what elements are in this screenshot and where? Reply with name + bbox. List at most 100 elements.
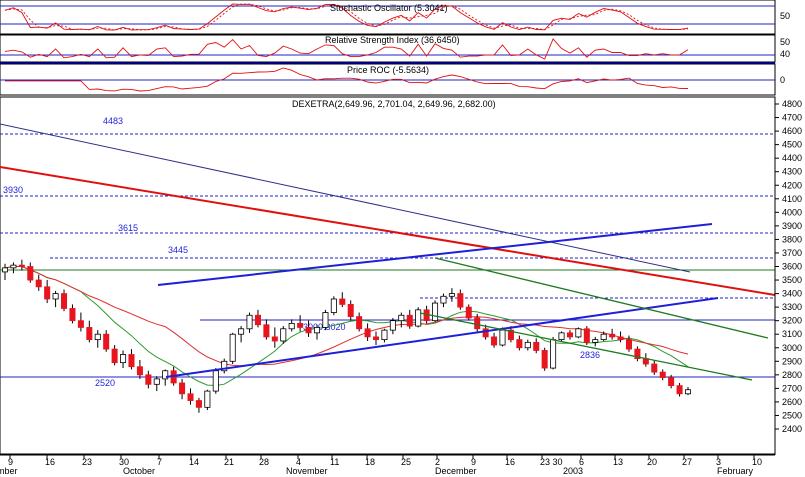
candle-body [229,333,236,362]
candle-body [305,327,312,334]
price-tick-label: 3900 [782,221,802,231]
roc-label: Price ROC (-5.5634) [347,65,429,75]
price-tick-label: 2600 [782,397,802,407]
candle-body [634,348,641,359]
rsi-tick-40: 40 [780,49,790,59]
price-tick-label: 4400 [782,153,802,163]
candle-body [35,279,42,288]
indicator-lines [4,3,689,92]
stochastic-signal-line [4,3,689,31]
roc-tick-0: 0 [780,75,785,85]
candle-body [592,339,599,343]
candle-body [499,329,506,346]
price-tick-label: 4300 [782,167,802,177]
date-tick-label: 25 [401,457,411,467]
candle-body [617,336,624,341]
candle-body [566,332,573,338]
date-tick-label: 7 [157,457,162,467]
candle-body [347,304,354,318]
level-label-3615: 3615 [118,223,138,233]
date-tick-label: 14 [189,457,199,467]
level-label-2836: 2836 [580,350,600,360]
candle-body [136,366,143,376]
candle-body [179,382,186,395]
candle-body [254,314,261,326]
price-tick-label: 4200 [782,180,802,190]
date-tick-label: 2 [435,457,440,467]
candle-body [61,293,68,309]
candle-body [625,339,632,350]
candle-body [600,333,607,341]
month-december: December [435,466,477,476]
date-tick-label: 28 [259,457,269,467]
candle-body [575,328,582,338]
candle-body [86,327,93,341]
red-downtrend-line [0,166,776,296]
candle-body [474,317,481,330]
price-tick-label: 3000 [782,343,802,353]
candle-body [339,298,346,305]
date-tick-label: 21 [224,457,234,467]
price-tick-label: 2800 [782,370,802,380]
candle-body [77,320,84,328]
candle-body [651,363,658,373]
date-tick-label: 13 [613,457,623,467]
price-tick-label: 3200 [782,316,802,326]
candle-body [381,329,388,341]
candle-body [516,339,523,349]
price-tick-label: 2900 [782,356,802,366]
candle-body [550,339,557,369]
price-tick-label: 3400 [782,289,802,299]
price-tick-label: 2500 [782,410,802,420]
candle-body [313,327,321,334]
candle-body [221,360,228,372]
candle-body [145,374,152,385]
date-tick-label: 18 [365,457,375,467]
blue-lower-channel-line [165,297,719,378]
date-tick-label: 20 [647,457,657,467]
candle-body [271,336,278,342]
date-tick-label: 11 [330,457,339,467]
blue-upper-channel-line [157,223,713,286]
month-november: November [286,466,328,476]
candle-body [263,324,270,338]
candle-body [533,341,540,351]
trend-lines [0,123,776,381]
candle-body [364,328,371,338]
price-tick-label: 3700 [782,248,802,258]
price-tick-label: 4800 [782,99,802,109]
rsi-panel [0,34,776,63]
candle-body [103,333,110,350]
price-tick-label: 3600 [782,262,802,272]
month-october: October [123,466,155,476]
candle-body [246,314,253,330]
date-tick-label: 30 [119,457,129,467]
candle-body [609,333,616,338]
stochastic-label: Stochastic Oscillator (5.3041) [330,3,448,13]
rsi-label: Relative Strength Index (36.6450) [325,35,460,45]
date-tick-label: 6 [579,457,584,467]
candle-body [356,316,363,330]
stochastic-tick-50: 50 [780,11,790,21]
candle-body [10,264,17,269]
price-tick-label: 3300 [782,302,802,312]
roc-line [5,67,689,92]
candle-body [204,390,211,408]
candle-body [541,350,548,369]
month-february: February [717,466,754,476]
date-tick-label: 16 [45,457,55,467]
candle-body [27,266,34,281]
price-tick-label: 4000 [782,207,802,217]
price-tick-label: 4100 [782,194,802,204]
candle-body [128,354,135,368]
candle-body [448,293,455,297]
candle-body [398,314,405,322]
date-tick-label: 4 [296,457,301,467]
candle-body [659,371,666,378]
stochastic-line [4,3,689,31]
candle-body [507,329,514,341]
main-title: DEXETRA(2,649.96, 2,701.04, 2,649.96, 2,… [292,99,496,109]
date-tick-label: 10 [752,457,762,467]
candle-body [372,336,380,341]
